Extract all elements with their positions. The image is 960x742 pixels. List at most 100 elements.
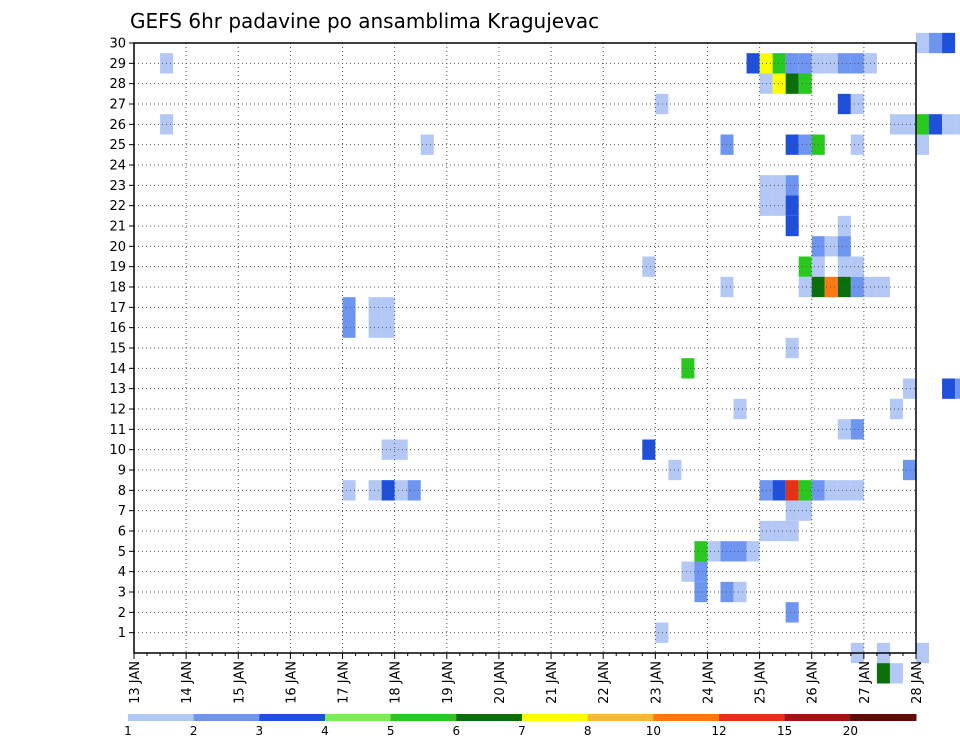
precip-cell xyxy=(929,114,943,135)
y-tick-label: 6 xyxy=(118,525,126,540)
precip-cell xyxy=(850,134,864,155)
precip-cell xyxy=(342,297,356,318)
y-tick-label: 25 xyxy=(109,138,126,153)
y-tick-label: 21 xyxy=(109,220,126,235)
precip-cell xyxy=(642,256,656,277)
precip-cell xyxy=(772,53,786,74)
precip-cell xyxy=(876,276,890,298)
precip-cell xyxy=(837,93,851,115)
y-tick-label: 27 xyxy=(109,98,126,113)
precip-cell xyxy=(798,73,812,94)
colorbar-label: 2 xyxy=(190,724,198,738)
precip-cell xyxy=(942,114,956,135)
precip-cell xyxy=(798,276,812,298)
precip-cell xyxy=(824,53,838,74)
precip-cell xyxy=(694,581,708,603)
precip-cell xyxy=(942,378,956,399)
y-tick-label: 28 xyxy=(109,77,126,92)
precip-cell xyxy=(681,358,695,379)
precip-cell xyxy=(916,642,930,664)
x-tick-label: 28 JAN xyxy=(910,661,925,704)
precip-cell xyxy=(916,134,930,155)
precip-cell xyxy=(798,134,812,155)
y-tick-label: 10 xyxy=(109,443,126,458)
y-tick-label: 7 xyxy=(118,504,126,519)
precip-cell xyxy=(368,480,382,501)
y-tick-label: 14 xyxy=(109,362,126,377)
x-tick-label: 23 JAN xyxy=(649,661,664,704)
precip-cell xyxy=(837,236,851,257)
precip-cell xyxy=(746,53,760,74)
y-tick-label: 30 xyxy=(109,37,126,52)
y-tick-label: 29 xyxy=(109,57,126,72)
precip-cell xyxy=(707,541,721,562)
x-tick-label: 16 JAN xyxy=(284,661,299,704)
precip-cell xyxy=(655,93,669,115)
precip-cell xyxy=(785,215,799,237)
precip-cell xyxy=(837,480,851,501)
colorbar-label: 6 xyxy=(453,724,461,738)
precip-cell xyxy=(381,297,395,318)
x-tick-label: 27 JAN xyxy=(858,661,873,704)
y-tick-label: 8 xyxy=(118,484,126,499)
precip-cell xyxy=(342,317,356,338)
colorbar-segment xyxy=(850,714,917,721)
precip-cell xyxy=(381,439,395,460)
precip-cell xyxy=(733,581,747,603)
grid-lines xyxy=(134,43,916,653)
chart-title: GEFS 6hr padavine po ansamblima Kragujev… xyxy=(130,9,599,33)
precip-cell xyxy=(785,337,799,359)
colorbar-segment xyxy=(325,714,392,721)
colorbar-segment xyxy=(587,714,654,721)
precip-cell xyxy=(746,541,760,562)
colorbar-segment xyxy=(193,714,260,721)
precip-cell xyxy=(798,480,812,501)
x-tick-label: 24 JAN xyxy=(701,661,716,704)
colorbar-label: 5 xyxy=(387,724,395,738)
colorbar-segment xyxy=(719,714,786,721)
precip-cell xyxy=(381,480,395,501)
precip-cell xyxy=(850,93,864,115)
precip-cell xyxy=(785,480,799,501)
precip-cell xyxy=(733,398,747,420)
precip-cell xyxy=(785,53,799,74)
x-tick-label: 18 JAN xyxy=(389,661,404,704)
precip-cell xyxy=(394,439,408,460)
precip-cell xyxy=(368,297,382,318)
precip-cell xyxy=(929,32,943,54)
precip-cell xyxy=(850,480,864,501)
precip-cell xyxy=(785,134,799,155)
colorbar-label: 20 xyxy=(843,724,858,738)
x-tick-label: 17 JAN xyxy=(337,661,352,704)
precip-cell xyxy=(902,459,916,481)
y-tick-label: 5 xyxy=(118,545,126,560)
colorbar-segment xyxy=(259,714,326,721)
colorbar-segment xyxy=(390,714,457,721)
precip-cell xyxy=(681,561,695,582)
precip-cell xyxy=(837,419,851,440)
precip-cell xyxy=(798,53,812,74)
precip-cell xyxy=(824,480,838,501)
precip-cell xyxy=(642,439,656,460)
x-tick-label: 25 JAN xyxy=(754,661,769,704)
y-tick-label: 12 xyxy=(109,403,126,418)
precip-cell xyxy=(772,73,786,94)
precip-cell xyxy=(785,195,799,216)
precip-cell xyxy=(772,520,786,542)
colorbar-segment xyxy=(653,714,720,721)
precip-cell xyxy=(772,175,786,196)
precip-cell xyxy=(876,663,890,684)
x-tick-label: 22 JAN xyxy=(597,661,612,704)
precip-cell xyxy=(733,541,747,562)
x-tick-label: 21 JAN xyxy=(545,661,560,704)
y-tick-label: 23 xyxy=(109,179,126,194)
precip-cell xyxy=(772,480,786,501)
x-tick-label: 15 JAN xyxy=(232,661,247,704)
precip-cell xyxy=(824,276,838,298)
precip-cell xyxy=(798,256,812,277)
y-tick-label: 17 xyxy=(109,301,126,316)
y-tick-label: 18 xyxy=(109,281,126,296)
y-tick-label: 24 xyxy=(109,159,126,174)
precip-cell xyxy=(785,602,799,623)
precip-cell xyxy=(720,541,734,562)
